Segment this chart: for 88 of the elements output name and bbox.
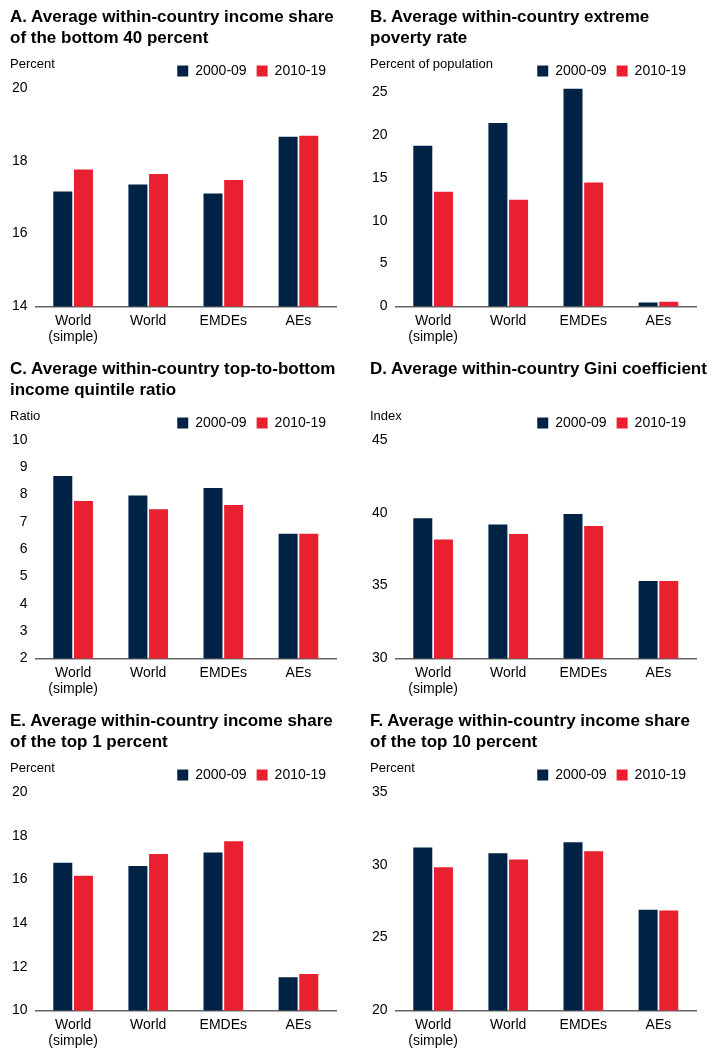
legend-label: 2000-09 [195, 765, 247, 782]
x-tick-label: World [130, 1015, 167, 1032]
y-tick-label: 20 [11, 782, 28, 799]
y-tick-label: 16 [11, 870, 28, 887]
x-tick-label: World (simple) [408, 311, 459, 345]
y-tick-label: 30 [371, 855, 388, 872]
x-tick-label: EMDEs [559, 311, 608, 328]
legend-label: 2010-19 [274, 61, 327, 78]
chart-title: D. Average within-country Gini coefficient [369, 358, 708, 380]
bar [638, 302, 658, 307]
y-tick-label: 10 [371, 211, 388, 228]
bar [584, 182, 604, 307]
legend-label: 2010-19 [274, 765, 327, 782]
legend-label: 2010-19 [634, 765, 687, 782]
y-axis-title: Percent [10, 759, 56, 775]
legend-label: 2000-09 [555, 413, 607, 430]
x-tick-label: World (simple) [408, 1015, 459, 1049]
y-tick-label: 20 [371, 125, 388, 142]
x-tick-label: World [130, 663, 167, 680]
y-axis-title: Percent of population [370, 55, 493, 71]
y-tick-label: 2 [19, 649, 28, 666]
x-tick-label: EMDEs [559, 663, 608, 680]
y-tick-label: 12 [11, 957, 28, 974]
y-tick-label: 0 [379, 297, 388, 314]
bar [563, 88, 583, 307]
legend-label: 2010-19 [634, 61, 687, 78]
bar [413, 145, 433, 307]
y-tick-label: 10 [11, 430, 28, 447]
x-tick-label: World [130, 311, 167, 328]
x-tick-label: AEs [645, 663, 672, 680]
x-tick-label: World (simple) [48, 663, 99, 697]
x-tick-label: AEs [645, 311, 672, 328]
x-tick-label: EMDEs [199, 1015, 248, 1032]
x-tick-label: AEs [285, 1015, 312, 1032]
y-tick-label: 25 [371, 83, 388, 100]
legend-label: 2000-09 [555, 765, 607, 782]
y-tick-label: 4 [19, 594, 28, 611]
y-tick-label: 14 [11, 913, 28, 930]
x-tick-label: EMDEs [559, 1015, 608, 1032]
x-tick-label: AEs [285, 663, 312, 680]
y-tick-label: 18 [11, 826, 28, 843]
legend-label: 2000-09 [195, 61, 247, 78]
y-tick-label: 20 [371, 1001, 388, 1018]
y-tick-label: 25 [371, 928, 388, 945]
chart-title: F. Average within-country income share of the top 10 percent [369, 710, 691, 753]
y-tick-label: 6 [19, 540, 28, 557]
y-tick-label: 30 [371, 649, 388, 666]
chart-title: B. Average within-country extreme poverty rate [369, 6, 651, 49]
y-tick-label: 5 [19, 567, 28, 584]
x-tick-label: World (simple) [48, 1015, 99, 1049]
y-tick-label: 16 [11, 224, 28, 241]
y-tick-label: 18 [11, 151, 28, 168]
legend-label: 2010-19 [274, 413, 327, 430]
legend-label: 2000-09 [195, 413, 247, 430]
bar [488, 123, 508, 307]
y-tick-label: 8 [19, 485, 28, 502]
chart-title: C. Average within-country top-to-bottom income quintile ratio [9, 358, 337, 401]
bar [433, 191, 453, 307]
x-tick-label: World [490, 663, 527, 680]
y-tick-label: 7 [19, 512, 28, 529]
y-tick-label: 35 [371, 782, 388, 799]
x-tick-label: World (simple) [408, 663, 459, 697]
bar [509, 199, 529, 307]
y-tick-label: 40 [371, 503, 388, 520]
x-tick-label: World [490, 1015, 527, 1032]
y-axis-title: Percent [10, 55, 56, 71]
chart-title: E. Average within-country income share of the top 1 percent [9, 710, 334, 753]
y-axis-title: Index [370, 407, 403, 423]
chart-title: A. Average within-country income share of the bottom 40 percent [9, 6, 335, 49]
y-tick-label: 15 [371, 168, 388, 185]
y-tick-label: 9 [19, 458, 28, 475]
y-tick-label: 35 [371, 576, 388, 593]
x-tick-label: World [490, 311, 527, 328]
y-tick-label: 20 [11, 78, 28, 95]
y-tick-label: 45 [371, 430, 388, 447]
y-tick-label: 10 [11, 1001, 28, 1018]
y-axis-title: Percent [370, 759, 416, 775]
x-tick-label: World (simple) [48, 311, 99, 345]
y-axis-title: Ratio [10, 407, 41, 423]
x-tick-label: AEs [285, 311, 312, 328]
y-tick-label: 14 [11, 297, 28, 314]
y-tick-label: 5 [379, 254, 388, 271]
x-tick-label: EMDEs [199, 311, 248, 328]
legend-label: 2000-09 [555, 61, 607, 78]
y-tick-label: 3 [19, 621, 28, 638]
x-tick-label: EMDEs [199, 663, 248, 680]
legend-label: 2010-19 [634, 413, 687, 430]
x-tick-label: AEs [645, 1015, 672, 1032]
